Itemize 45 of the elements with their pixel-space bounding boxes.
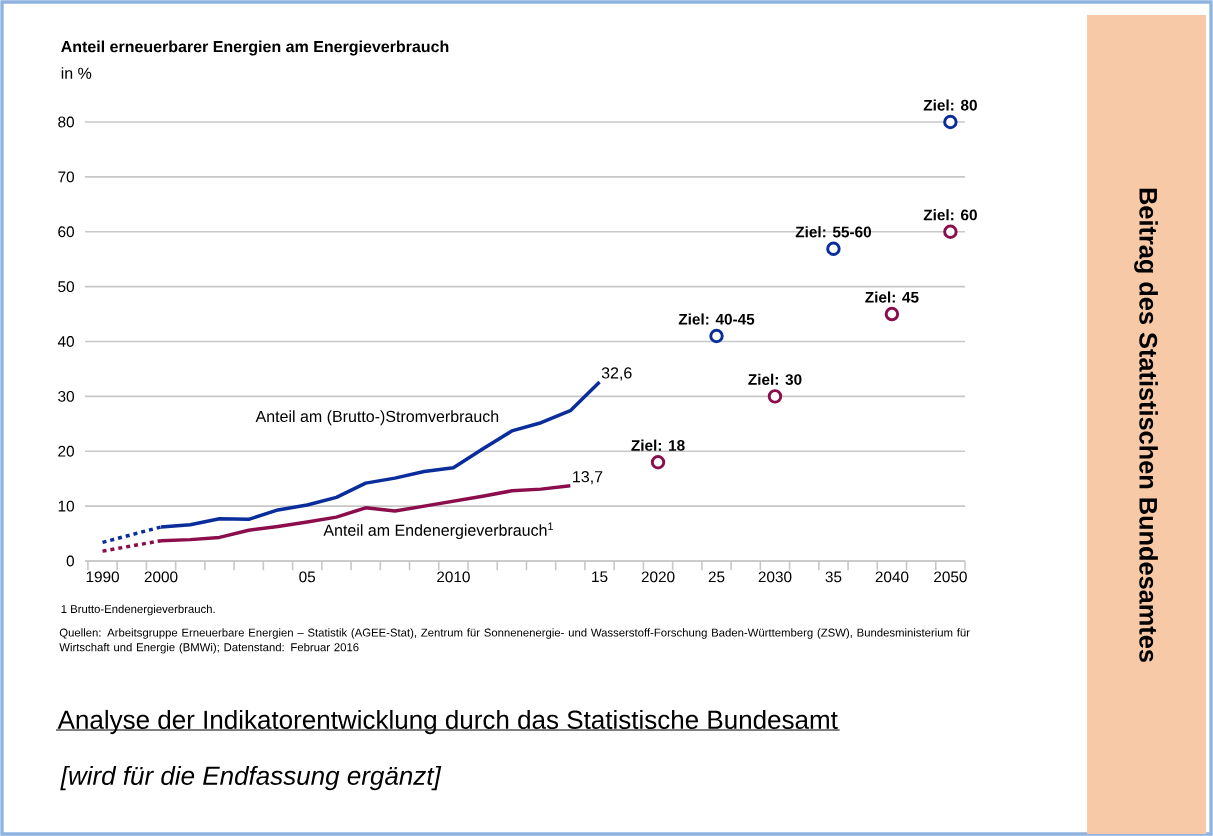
series-label: Anteil am Endenergieverbrauch$^{1}$ bbox=[323, 522, 553, 540]
x-tick-label: 2030 bbox=[758, 571, 792, 583]
source-note: Quellen: Arbeitsgruppe Erneuerbare Energien – Statistik (AGEE-Stat), Zentrum für Sonnenenergie- und Wasserstoff-Forschung Baden-Württemberg (ZSW), Bundesministerium für Wirtschaft und Energie (BMWi); Datenstand: Februar 2016 bbox=[59, 628, 970, 654]
y-tick-label: 10 bbox=[58, 500, 74, 512]
data-label: Ziel: 45 bbox=[865, 291, 919, 303]
y-tick-label: 20 bbox=[58, 445, 74, 457]
x-tick-label: 15 bbox=[592, 571, 608, 583]
point bbox=[709, 328, 724, 344]
point bbox=[767, 389, 783, 404]
text: Analyse der Indikatorentwicklung durch das Statistische Bundesamt bbox=[57, 709, 838, 735]
y-tick-label: 80 bbox=[58, 116, 74, 128]
series-label: Anteil am (Brutto-)Stromverbrauch bbox=[255, 410, 499, 426]
data-label: Ziel: 18 bbox=[631, 439, 685, 451]
chart-title: Anteil erneuerbarer Energien am Energieverbrauch bbox=[61, 40, 449, 56]
y-tick-label: 30 bbox=[58, 390, 74, 402]
y-tick-label: 40 bbox=[57, 336, 74, 347]
data-label: Ziel: 60 bbox=[923, 209, 977, 221]
point bbox=[943, 224, 958, 239]
x-tick-label: 2020 bbox=[641, 571, 675, 583]
point bbox=[826, 241, 841, 256]
data-label: 32,6 bbox=[601, 367, 632, 381]
x-tick-label: 2040 bbox=[875, 571, 909, 583]
x-tick-label: 05 bbox=[299, 571, 316, 583]
x-tick-label: 2000 bbox=[144, 571, 178, 583]
y-tick-label: 0 bbox=[66, 555, 74, 567]
x-tick-label: 35 bbox=[825, 571, 842, 583]
data-label: Ziel: 80 bbox=[923, 99, 977, 111]
y-axis-title: in % bbox=[61, 67, 92, 79]
x-tick-label: 1990 bbox=[86, 571, 119, 583]
x-tick-label: 2010 bbox=[437, 571, 470, 583]
text: 1 Brutto-Endenergieverbrauch. bbox=[61, 604, 215, 616]
data-label: Ziel: 40-45 bbox=[678, 313, 755, 325]
y-tick-label: 60 bbox=[58, 226, 74, 238]
point bbox=[650, 455, 666, 470]
x-tick-label: 25 bbox=[708, 571, 725, 583]
data-label: Ziel: 30 bbox=[748, 373, 802, 385]
data-label: 13,7 bbox=[573, 471, 603, 485]
data-label: Ziel: 55-60 bbox=[795, 226, 872, 238]
y-tick-label: 70 bbox=[58, 171, 74, 183]
y-tick-label: 50 bbox=[58, 281, 74, 293]
text: Beitrag des Statistischen Bundesamtes bbox=[1134, 188, 1158, 662]
point bbox=[943, 114, 958, 130]
text: [wird für die Endfassung ergänzt] bbox=[60, 765, 442, 791]
x-tick-label: 2050 bbox=[934, 571, 967, 583]
point bbox=[884, 306, 900, 322]
